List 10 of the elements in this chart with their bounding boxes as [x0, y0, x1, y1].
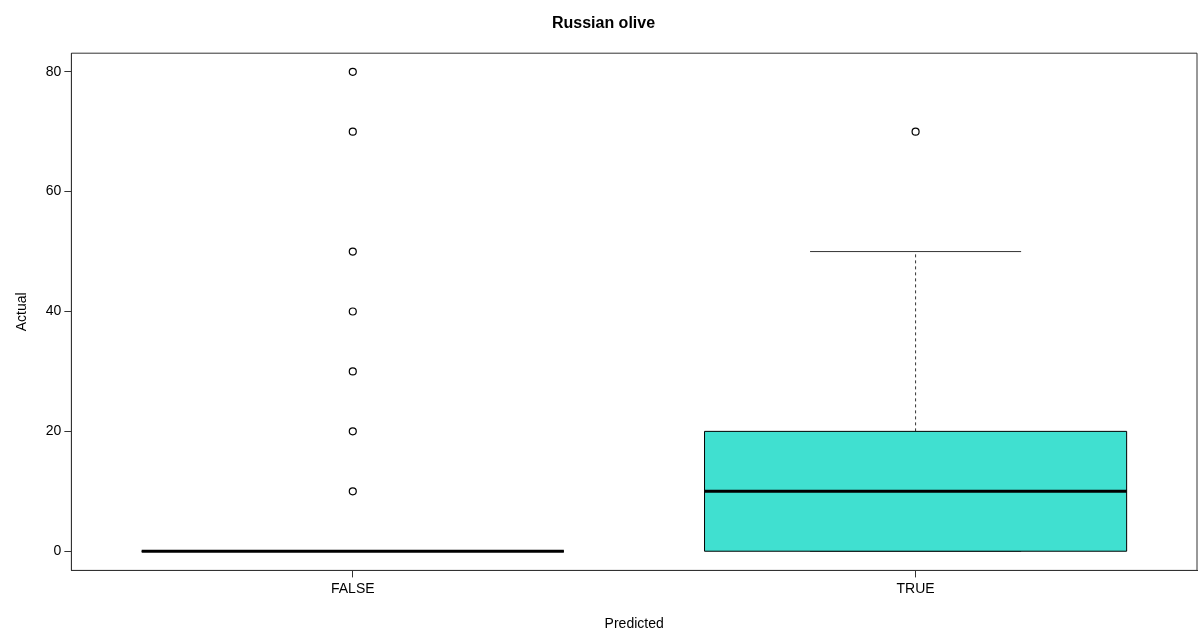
x-axis-title: Predicted — [604, 615, 664, 632]
y-tick-label: 20 — [45, 422, 62, 439]
x-tick-label: FALSE — [330, 579, 375, 596]
chart-title: Russian olive — [551, 14, 656, 32]
y-tick-label: 60 — [45, 182, 62, 199]
y-tick-label: 40 — [45, 302, 62, 319]
x-tick-label: TRUE — [896, 579, 935, 596]
y-tick-label: 80 — [45, 62, 62, 79]
y-axis-title: Actual — [13, 292, 30, 332]
y-tick-label: 0 — [53, 542, 62, 559]
